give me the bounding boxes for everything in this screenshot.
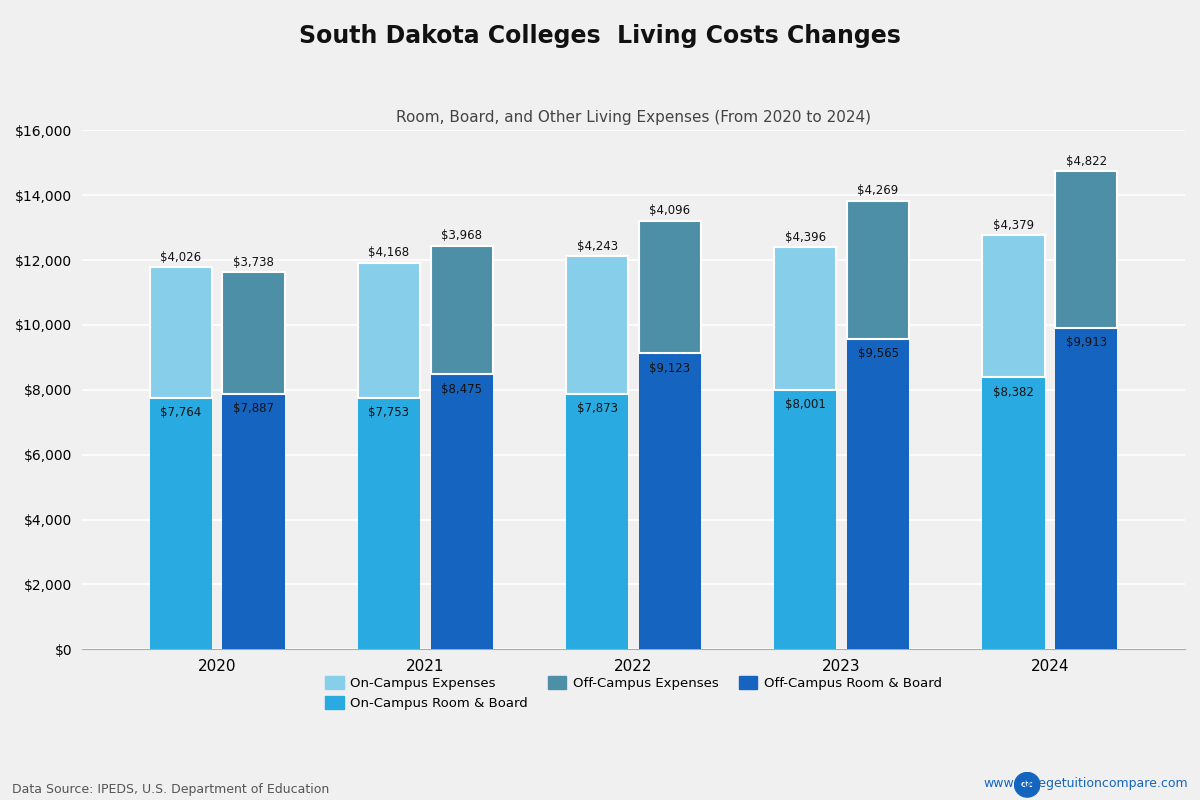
Text: $4,096: $4,096: [649, 204, 690, 218]
Text: $3,968: $3,968: [442, 230, 482, 242]
Text: ctc: ctc: [1021, 780, 1033, 790]
Bar: [358, 398, 420, 650]
Bar: [150, 267, 212, 398]
Bar: [150, 398, 212, 650]
Bar: [847, 201, 910, 339]
Bar: [222, 394, 284, 650]
Bar: [222, 272, 284, 394]
Text: $7,753: $7,753: [368, 406, 409, 419]
Text: $8,001: $8,001: [785, 398, 826, 411]
Bar: [774, 247, 836, 390]
Text: Data Source: IPEDS, U.S. Department of Education: Data Source: IPEDS, U.S. Department of E…: [12, 783, 329, 796]
Text: $4,822: $4,822: [1066, 155, 1106, 168]
Legend: On-Campus Expenses, On-Campus Room & Board, Off-Campus Expenses, Off-Campus Room: On-Campus Expenses, On-Campus Room & Boa…: [320, 670, 947, 715]
Bar: [358, 262, 420, 398]
Text: $7,887: $7,887: [233, 402, 274, 414]
Bar: [638, 221, 701, 354]
Text: $4,243: $4,243: [576, 240, 618, 253]
Text: $4,026: $4,026: [161, 250, 202, 264]
Bar: [431, 374, 493, 650]
Text: $9,913: $9,913: [1066, 336, 1106, 349]
Bar: [774, 390, 836, 650]
Text: $4,379: $4,379: [992, 219, 1034, 232]
Bar: [982, 378, 1044, 650]
Bar: [982, 235, 1044, 378]
Text: $7,873: $7,873: [576, 402, 618, 415]
Text: $4,269: $4,269: [858, 184, 899, 198]
Bar: [431, 246, 493, 374]
Text: South Dakota Colleges  Living Costs Changes: South Dakota Colleges Living Costs Chang…: [299, 24, 901, 48]
Title: Room, Board, and Other Living Expenses (From 2020 to 2024): Room, Board, and Other Living Expenses (…: [396, 110, 871, 125]
Bar: [1055, 171, 1117, 328]
Text: $8,382: $8,382: [992, 386, 1033, 398]
Bar: [847, 339, 910, 650]
Text: $3,738: $3,738: [233, 256, 274, 269]
Text: www.collegetuitioncompare.com: www.collegetuitioncompare.com: [983, 778, 1188, 790]
Circle shape: [1014, 773, 1040, 797]
Text: $8,475: $8,475: [442, 382, 482, 395]
Text: $9,565: $9,565: [858, 347, 899, 360]
Text: $7,764: $7,764: [161, 406, 202, 418]
Bar: [566, 394, 629, 650]
Bar: [638, 354, 701, 650]
Bar: [566, 256, 629, 394]
Text: $4,396: $4,396: [785, 231, 826, 244]
Bar: [1055, 328, 1117, 650]
Text: $9,123: $9,123: [649, 362, 690, 374]
Text: $4,168: $4,168: [368, 246, 409, 259]
